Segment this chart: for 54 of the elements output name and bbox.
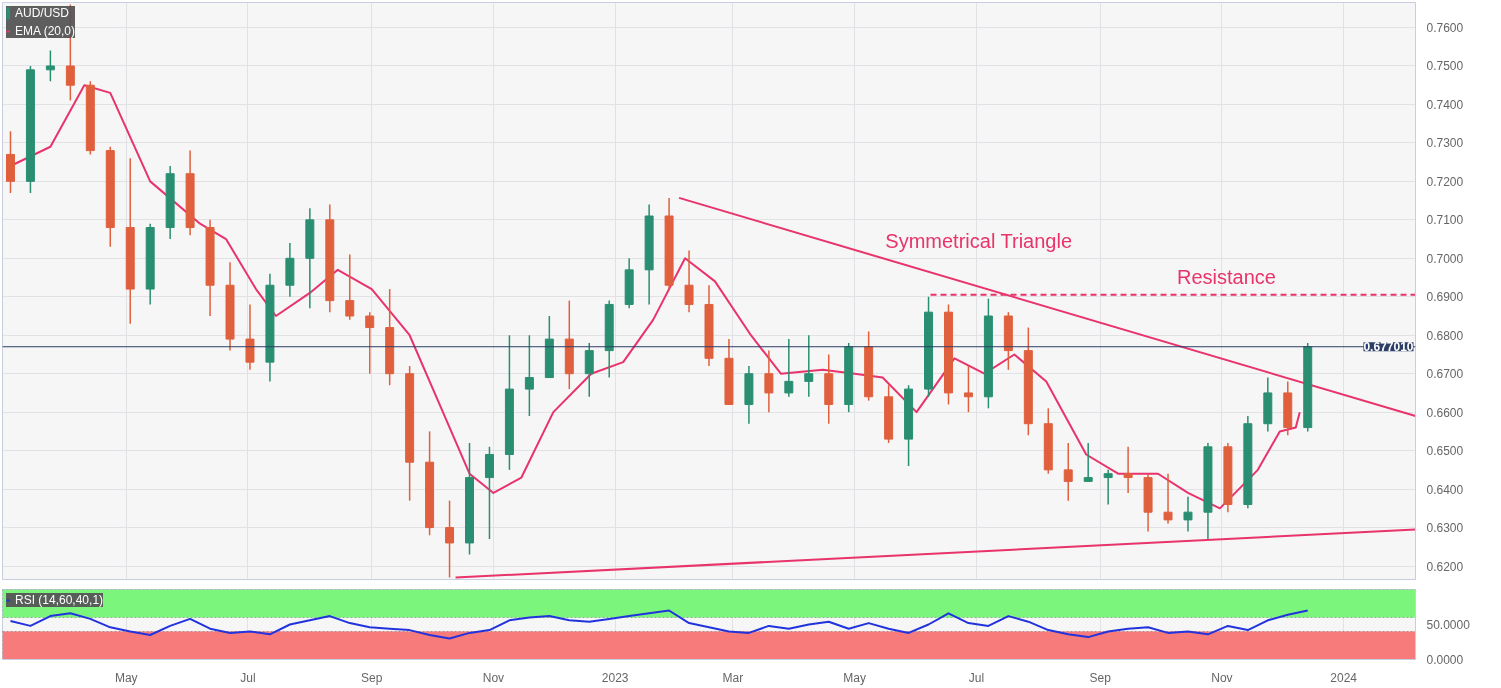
candlestick <box>1163 472 1173 525</box>
y-tick-label: 0.7400 <box>1426 97 1464 112</box>
legend-label: RSI (14,60,40,1) <box>15 593 104 607</box>
y-tick-label: 0.6300 <box>1426 521 1464 536</box>
y-tick-label: 0.7200 <box>1426 174 1464 189</box>
y-tick-label: 0.7500 <box>1426 59 1464 74</box>
candlestick <box>524 334 534 417</box>
x-tick-label: May <box>843 670 867 685</box>
x-tick-label: Sep <box>1089 670 1112 685</box>
legend-label: EMA (20,0) <box>15 24 76 38</box>
candlestick <box>445 499 455 579</box>
y-tick-label: 0.6700 <box>1426 367 1464 382</box>
candlestick <box>1063 442 1073 502</box>
candlestick <box>804 334 814 398</box>
y-tick-label: 0.7300 <box>1426 136 1464 151</box>
x-tick-label: Jul <box>968 670 985 685</box>
x-tick-label: May <box>114 670 138 685</box>
candlestick <box>345 253 355 321</box>
candlestick <box>1083 442 1093 483</box>
candlestick <box>684 249 694 313</box>
x-tick-label: Mar <box>722 670 744 685</box>
candlestick <box>45 49 55 83</box>
candlestick <box>484 446 494 540</box>
y-tick-label: 0.7600 <box>1426 21 1464 35</box>
y-tick-label: 50.0000 <box>1426 618 1471 632</box>
ref-line-label: 0.677010 <box>1363 340 1414 355</box>
y-tick-label: 0.6900 <box>1426 290 1464 305</box>
candlestick <box>365 311 375 375</box>
x-tick-label: Nov <box>1211 670 1233 685</box>
y-tick-label: 0.0000 <box>1426 653 1464 667</box>
annotation: Symmetrical Triangle <box>885 229 1073 252</box>
x-tick-label: Sep <box>361 670 383 685</box>
y-tick-label: 0.6800 <box>1426 328 1464 343</box>
y-tick-label: 0.6200 <box>1426 559 1464 574</box>
x-tick-label: Jul <box>240 670 256 685</box>
candlestick <box>1183 496 1193 533</box>
y-tick-label: 0.6600 <box>1426 405 1464 420</box>
candlestick <box>245 303 255 371</box>
x-tick-label: 2024 <box>1330 670 1358 685</box>
candlestick <box>1123 446 1133 494</box>
candlestick <box>764 349 774 413</box>
legend-label: AUD/USD <box>15 6 70 20</box>
y-tick-label: 0.6400 <box>1426 482 1464 497</box>
annotation: Resistance <box>1177 266 1276 289</box>
candlestick <box>963 365 973 413</box>
candlestick <box>584 342 594 398</box>
y-tick-label: 0.6500 <box>1426 444 1464 459</box>
line-series <box>9 609 1309 640</box>
y-tick-label: 0.7000 <box>1426 251 1464 266</box>
y-tick-label: 0.7100 <box>1426 213 1464 228</box>
candlestick <box>784 338 794 398</box>
x-tick-label: Nov <box>482 670 505 685</box>
candlestick <box>1103 469 1113 506</box>
x-tick-label: 2023 <box>601 670 629 685</box>
